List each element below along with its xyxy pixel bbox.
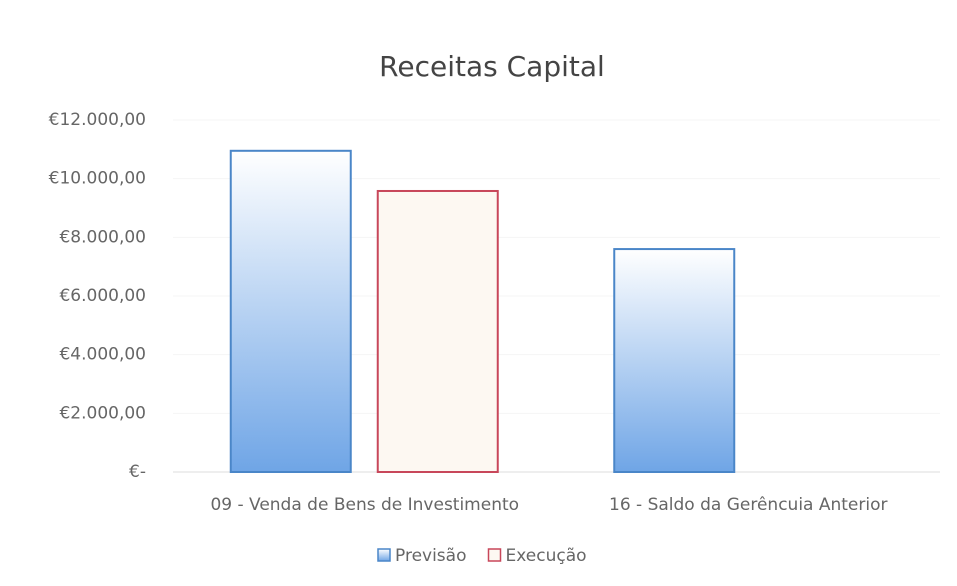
y-tick-label: €6.000,00 — [59, 286, 146, 306]
bar — [376, 189, 499, 473]
legend-swatch — [377, 548, 391, 562]
x-tick-label: 09 - Venda de Bens de Investimento — [210, 495, 519, 515]
chart-title: Receitas Capital — [379, 50, 605, 83]
legend-label: Execução — [506, 546, 587, 566]
y-tick-label: €2.000,00 — [59, 403, 146, 423]
y-tick-label: €10.000,00 — [49, 169, 146, 189]
y-tick-label: €- — [129, 462, 146, 482]
legend-swatch — [487, 548, 502, 562]
y-tick-label: €12.000,00 — [49, 110, 146, 130]
x-tick-label: 16 - Saldo da Gerêncuia Anterior — [609, 495, 888, 515]
legend-label: Previsão — [395, 546, 467, 566]
y-tick-label: €4.000,00 — [59, 345, 146, 365]
bar — [613, 248, 736, 473]
bar — [229, 149, 352, 474]
y-tick-label: €8.000,00 — [59, 227, 146, 247]
